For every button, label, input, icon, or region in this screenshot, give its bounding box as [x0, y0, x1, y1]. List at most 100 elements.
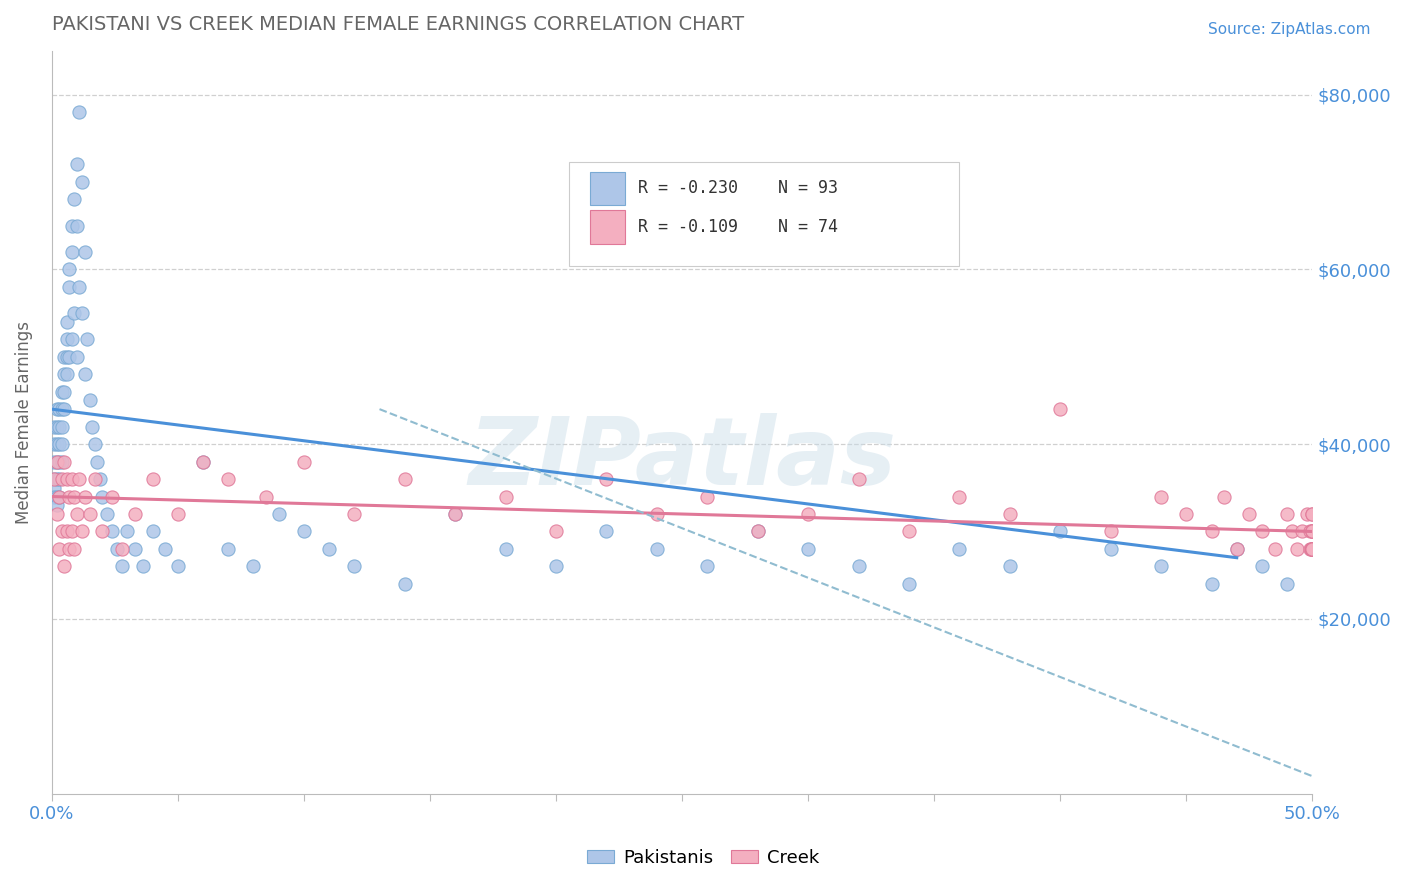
Point	[1301, 541, 1323, 556]
Y-axis label: Median Female Earnings: Median Female Earnings	[15, 321, 32, 524]
Point	[1296, 507, 1319, 521]
FancyBboxPatch shape	[591, 211, 626, 244]
Point	[1150, 559, 1173, 574]
Point	[48, 472, 70, 486]
Point	[998, 507, 1021, 521]
Point	[60, 219, 83, 233]
Point	[124, 507, 146, 521]
Point	[254, 490, 277, 504]
Point	[948, 541, 970, 556]
Point	[91, 490, 114, 504]
Point	[898, 524, 921, 539]
Point	[217, 541, 239, 556]
Text: R = -0.109    N = 74: R = -0.109 N = 74	[638, 218, 838, 235]
Point	[56, 367, 79, 381]
Point	[1049, 524, 1071, 539]
Point	[48, 419, 70, 434]
Point	[1301, 541, 1323, 556]
Point	[66, 350, 89, 364]
Point	[142, 524, 165, 539]
Point	[1251, 524, 1274, 539]
Point	[83, 437, 105, 451]
Point	[117, 524, 139, 539]
Point	[645, 541, 668, 556]
Point	[70, 175, 93, 189]
Point	[696, 490, 718, 504]
Point	[1301, 524, 1323, 539]
Point	[45, 419, 67, 434]
Point	[111, 541, 134, 556]
Point	[56, 350, 79, 364]
Point	[48, 402, 70, 417]
Point	[44, 472, 66, 486]
Point	[544, 524, 567, 539]
Point	[318, 541, 340, 556]
Point	[595, 524, 617, 539]
Point	[1175, 507, 1198, 521]
Point	[51, 524, 73, 539]
Point	[1201, 524, 1223, 539]
Point	[44, 437, 66, 451]
Point	[63, 306, 86, 320]
Point	[45, 454, 67, 468]
Point	[45, 490, 67, 504]
Point	[63, 541, 86, 556]
Point	[83, 472, 105, 486]
Point	[124, 541, 146, 556]
Point	[343, 559, 366, 574]
Point	[142, 472, 165, 486]
Point	[44, 481, 66, 495]
Point	[63, 193, 86, 207]
Point	[217, 472, 239, 486]
Point	[1213, 490, 1236, 504]
Point	[747, 524, 769, 539]
Point	[998, 559, 1021, 574]
Point	[166, 559, 188, 574]
Point	[76, 332, 98, 346]
Point	[155, 541, 177, 556]
Point	[79, 393, 101, 408]
Point	[45, 402, 67, 417]
Point	[1150, 490, 1173, 504]
Point	[267, 507, 290, 521]
Point	[166, 507, 188, 521]
Point	[53, 350, 76, 364]
Point	[53, 454, 76, 468]
Point	[69, 105, 91, 120]
Point	[53, 367, 76, 381]
Point	[53, 384, 76, 399]
Point	[444, 507, 467, 521]
Point	[394, 472, 416, 486]
Point	[898, 577, 921, 591]
Point	[69, 472, 91, 486]
Point	[111, 559, 134, 574]
Point	[1251, 559, 1274, 574]
Point	[60, 244, 83, 259]
Point	[91, 524, 114, 539]
Point	[645, 507, 668, 521]
Point	[444, 507, 467, 521]
Point	[56, 332, 79, 346]
Point	[1275, 577, 1298, 591]
Point	[101, 524, 124, 539]
Point	[394, 577, 416, 591]
Point	[56, 524, 79, 539]
Point	[53, 559, 76, 574]
Point	[45, 454, 67, 468]
Point	[51, 437, 73, 451]
Point	[44, 490, 66, 504]
Point	[53, 402, 76, 417]
Point	[1226, 541, 1249, 556]
Point	[131, 559, 153, 574]
Point	[1049, 402, 1071, 417]
Point	[58, 280, 80, 294]
Point	[1291, 524, 1313, 539]
Point	[51, 419, 73, 434]
Point	[45, 498, 67, 512]
Point	[96, 507, 118, 521]
Point	[1226, 541, 1249, 556]
Point	[1299, 541, 1322, 556]
Point	[86, 454, 108, 468]
Point	[292, 524, 315, 539]
Point	[70, 524, 93, 539]
